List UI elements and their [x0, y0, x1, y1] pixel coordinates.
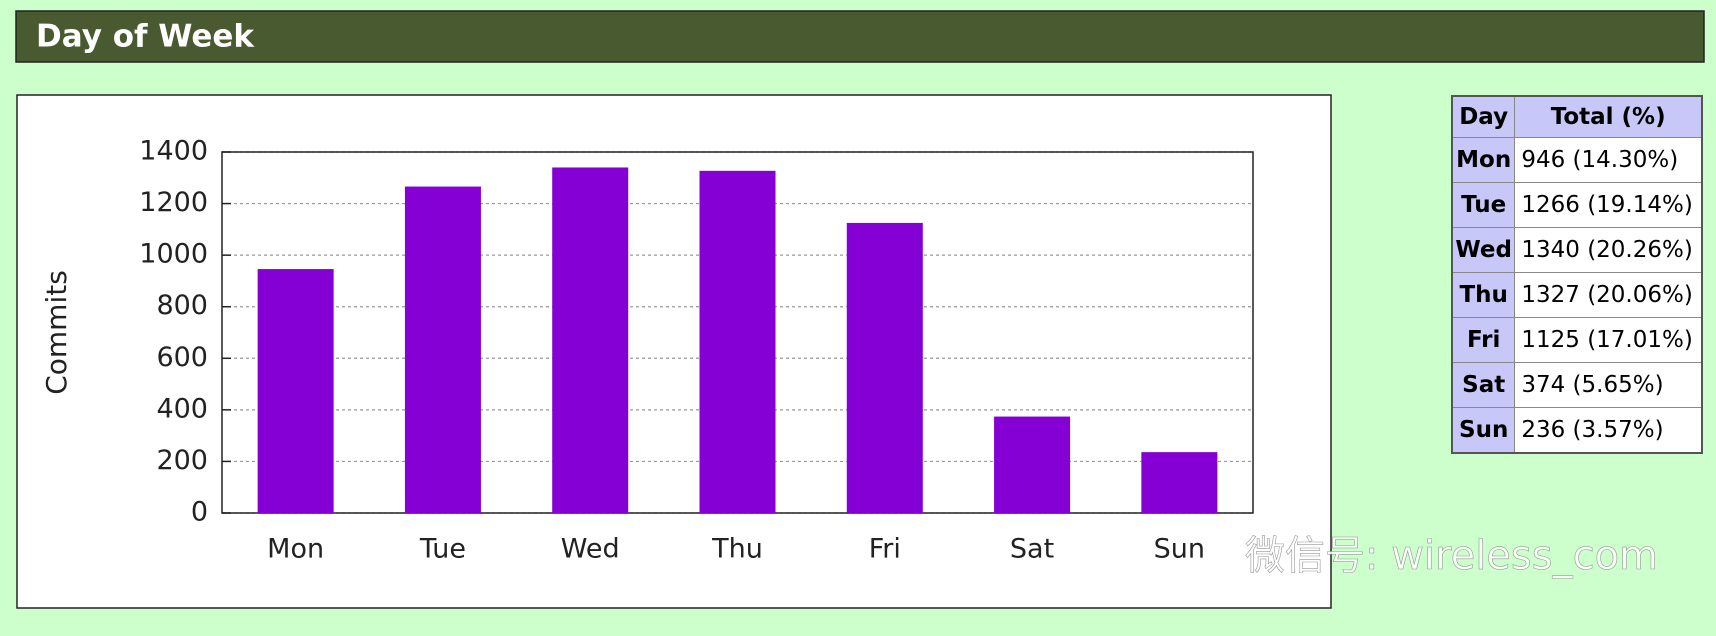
- bar: [699, 170, 776, 513]
- column-header: Total (%): [1514, 95, 1703, 138]
- x-tick-label: Thu: [711, 534, 763, 565]
- y-axis-label: Commits: [40, 270, 73, 395]
- total-cell: 946 (14.30%): [1514, 137, 1703, 183]
- total-cell: 236 (3.57%): [1514, 407, 1703, 454]
- y-tick-label: 1400: [139, 136, 208, 167]
- y-tick-label: 0: [191, 497, 208, 528]
- total-cell: 1125 (17.01%): [1514, 317, 1703, 363]
- bar: [846, 222, 923, 514]
- watermark: 微信号: wireless_com: [1245, 533, 1658, 579]
- table-row: Sun 236 (3.57%): [1451, 407, 1703, 454]
- x-tick-label: Wed: [561, 534, 620, 565]
- total-cell: 374 (5.65%): [1514, 362, 1703, 408]
- x-tick-label: Fri: [869, 534, 901, 565]
- table-row: Tue 1266 (19.14%): [1451, 182, 1703, 228]
- day-cell: Mon: [1451, 137, 1516, 183]
- total-cell: 1266 (19.14%): [1514, 182, 1703, 228]
- day-cell: Fri: [1451, 317, 1516, 363]
- table-row: Thu 1327 (20.06%): [1451, 272, 1703, 318]
- y-tick-label: 1000: [139, 239, 208, 270]
- bar: [994, 416, 1071, 513]
- bar: [404, 186, 481, 513]
- y-tick-label: 600: [156, 342, 208, 373]
- bar: [1141, 452, 1218, 513]
- table-row: Fri 1125 (17.01%): [1451, 317, 1703, 363]
- day-table: Day Total (%) Mon 946 (14.30%) Tue 1266 (19…: [1451, 95, 1703, 454]
- x-tick-label: Tue: [419, 534, 466, 565]
- y-tick-label: 1200: [139, 187, 208, 218]
- x-tick-label: Sat: [1010, 534, 1054, 565]
- x-tick-label: Mon: [267, 534, 324, 565]
- day-cell: Thu: [1451, 272, 1516, 318]
- header-title: Day of Week: [36, 19, 255, 55]
- chart-panel: [16, 94, 1332, 609]
- y-tick-label: 400: [156, 393, 208, 424]
- day-cell: Sat: [1451, 362, 1516, 408]
- table-row: Wed 1340 (20.26%): [1451, 227, 1703, 273]
- x-tick-label: Sun: [1154, 534, 1205, 565]
- header-bar: [15, 10, 1705, 63]
- table-row: Mon 946 (14.30%): [1451, 137, 1703, 183]
- table-row: Sat 374 (5.65%): [1451, 362, 1703, 408]
- day-cell: Tue: [1451, 182, 1516, 228]
- y-tick-label: 800: [156, 290, 208, 321]
- bar: [257, 269, 334, 513]
- day-cell: Wed: [1451, 227, 1516, 273]
- day-cell: Sun: [1451, 407, 1516, 454]
- bar: [552, 167, 629, 513]
- y-tick-label: 200: [156, 445, 208, 476]
- total-cell: 1327 (20.06%): [1514, 272, 1703, 318]
- column-header: Day: [1451, 95, 1516, 138]
- total-cell: 1340 (20.26%): [1514, 227, 1703, 273]
